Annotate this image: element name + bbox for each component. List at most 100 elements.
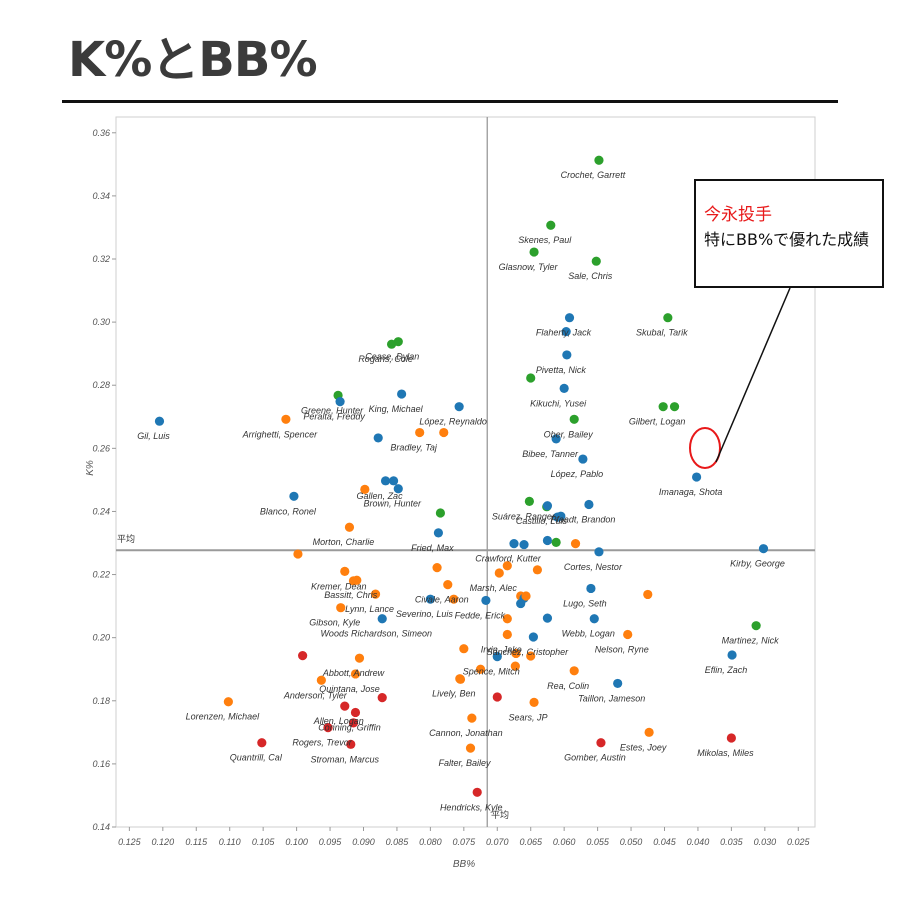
data-point <box>510 661 520 671</box>
data-point <box>559 383 569 393</box>
data-point <box>433 528 444 538</box>
point-label: Cease, Dylan <box>365 352 419 362</box>
highlight-circle <box>689 427 721 469</box>
point-label: Falter, Bailey <box>439 758 492 768</box>
point-label: Sears, JP <box>509 712 548 722</box>
point-label: Marsh, Alec <box>470 583 518 593</box>
callout-note: 特にBB%で優れた成績 <box>704 230 870 249</box>
data-point <box>467 713 477 723</box>
data-point <box>415 427 425 438</box>
point-label: Morton, Charlie <box>313 537 375 547</box>
x-tick-label: 0.125 <box>118 837 142 847</box>
point-label: Imanaga, Shota <box>659 487 723 497</box>
reference-lines <box>116 117 815 827</box>
y-tick-label: 0.14 <box>92 822 110 832</box>
callout-box: 今永投手 特にBB%で優れた成績 <box>694 179 884 288</box>
point-label: Greene, Hunter <box>301 405 364 415</box>
data-point <box>454 402 464 412</box>
data-point <box>551 434 561 444</box>
data-point <box>542 613 553 623</box>
data-point <box>393 484 403 494</box>
data-point <box>526 651 536 661</box>
point-label: Quantrill, Cal <box>230 753 283 763</box>
point-label: Hendricks, Kyle <box>440 802 503 812</box>
data-point <box>524 496 534 506</box>
data-point <box>346 739 356 749</box>
data-point <box>562 350 572 360</box>
data-point <box>578 454 588 464</box>
data-point <box>532 565 543 575</box>
x-tick-label: 0.045 <box>653 837 677 847</box>
x-tick-label: 0.080 <box>419 837 442 847</box>
data-point <box>435 508 446 518</box>
point-label: King, Michael <box>369 404 424 414</box>
data-point <box>455 674 465 684</box>
point-label: Kirby, George <box>730 559 785 569</box>
point-label: Kremer, Dean <box>311 581 367 591</box>
data-point <box>529 697 539 707</box>
data-point <box>511 648 521 659</box>
data-point <box>340 701 350 711</box>
point-label: Flaherty, Jack <box>536 328 592 338</box>
y-tick-label: 0.32 <box>92 254 110 264</box>
data-point <box>584 499 594 510</box>
x-tick-label: 0.110 <box>219 837 241 847</box>
data-point <box>298 651 308 661</box>
point-label: Fried, Max <box>411 543 454 553</box>
data-point <box>397 389 407 399</box>
point-label: Nelson, Ryne <box>595 645 649 655</box>
point-label: Taillon, Jameson <box>578 693 645 703</box>
data-point <box>613 678 623 689</box>
y-tick-label: 0.30 <box>92 317 110 327</box>
data-point <box>323 723 333 733</box>
point-label: Gibson, Kyle <box>309 618 360 628</box>
y-tick-label: 0.18 <box>92 696 110 706</box>
data-point <box>502 561 512 571</box>
data-point <box>519 539 529 550</box>
data-point <box>293 549 303 559</box>
title-divider <box>62 100 838 103</box>
data-point <box>509 539 519 549</box>
data-point <box>594 547 604 557</box>
x-tick-label: 0.120 <box>152 837 175 847</box>
data-point <box>643 589 653 600</box>
x-tick-label: 0.070 <box>486 837 509 847</box>
data-point <box>570 539 581 549</box>
point-label: Glasnow, Tyler <box>499 262 559 272</box>
data-point <box>727 650 737 660</box>
y-tick-label: 0.20 <box>92 633 110 643</box>
x-tick-label: 0.085 <box>386 837 410 847</box>
data-point <box>658 402 668 412</box>
point-label: Irvin, Jake <box>481 645 522 655</box>
point-label: Fedde, Erick <box>455 610 506 620</box>
point-label: Bassitt, Chris <box>324 590 378 600</box>
x-tick-label: 0.060 <box>553 837 576 847</box>
data-point <box>257 738 267 748</box>
data-point <box>223 697 233 707</box>
data-point <box>352 575 362 585</box>
point-label: Abbott, Andrew <box>322 668 385 678</box>
data-point <box>502 614 512 624</box>
data-point <box>154 416 165 426</box>
point-label: Webb, Logan <box>562 629 615 639</box>
plot-frame <box>115 116 816 828</box>
x-axis-title: BB% <box>453 859 475 870</box>
point-labels: Crochet, Garrett Skenes, Paul Glasnow, Tyl… <box>137 170 785 812</box>
data-point <box>348 718 359 728</box>
point-label: López, Reynaldo <box>419 417 487 427</box>
data-point <box>335 397 345 407</box>
point-label: Gilbert, Logan <box>629 417 686 427</box>
data-point <box>370 589 381 599</box>
data-point <box>569 414 579 424</box>
point-label: Mikolas, Miles <box>697 748 754 758</box>
data-point <box>432 563 442 573</box>
point-label: Peralta, Freddy <box>303 412 365 422</box>
point-label: Crochet, Garrett <box>561 170 626 180</box>
x-tick-label: 0.040 <box>687 837 710 847</box>
point-label: Martinez, Nick <box>722 636 780 646</box>
point-label: Allen, Logan <box>313 716 364 726</box>
data-point <box>475 664 486 674</box>
data-point <box>449 594 459 604</box>
point-label: Bradley, Taj <box>390 443 438 453</box>
point-label: Civale, Aaron <box>415 595 469 605</box>
